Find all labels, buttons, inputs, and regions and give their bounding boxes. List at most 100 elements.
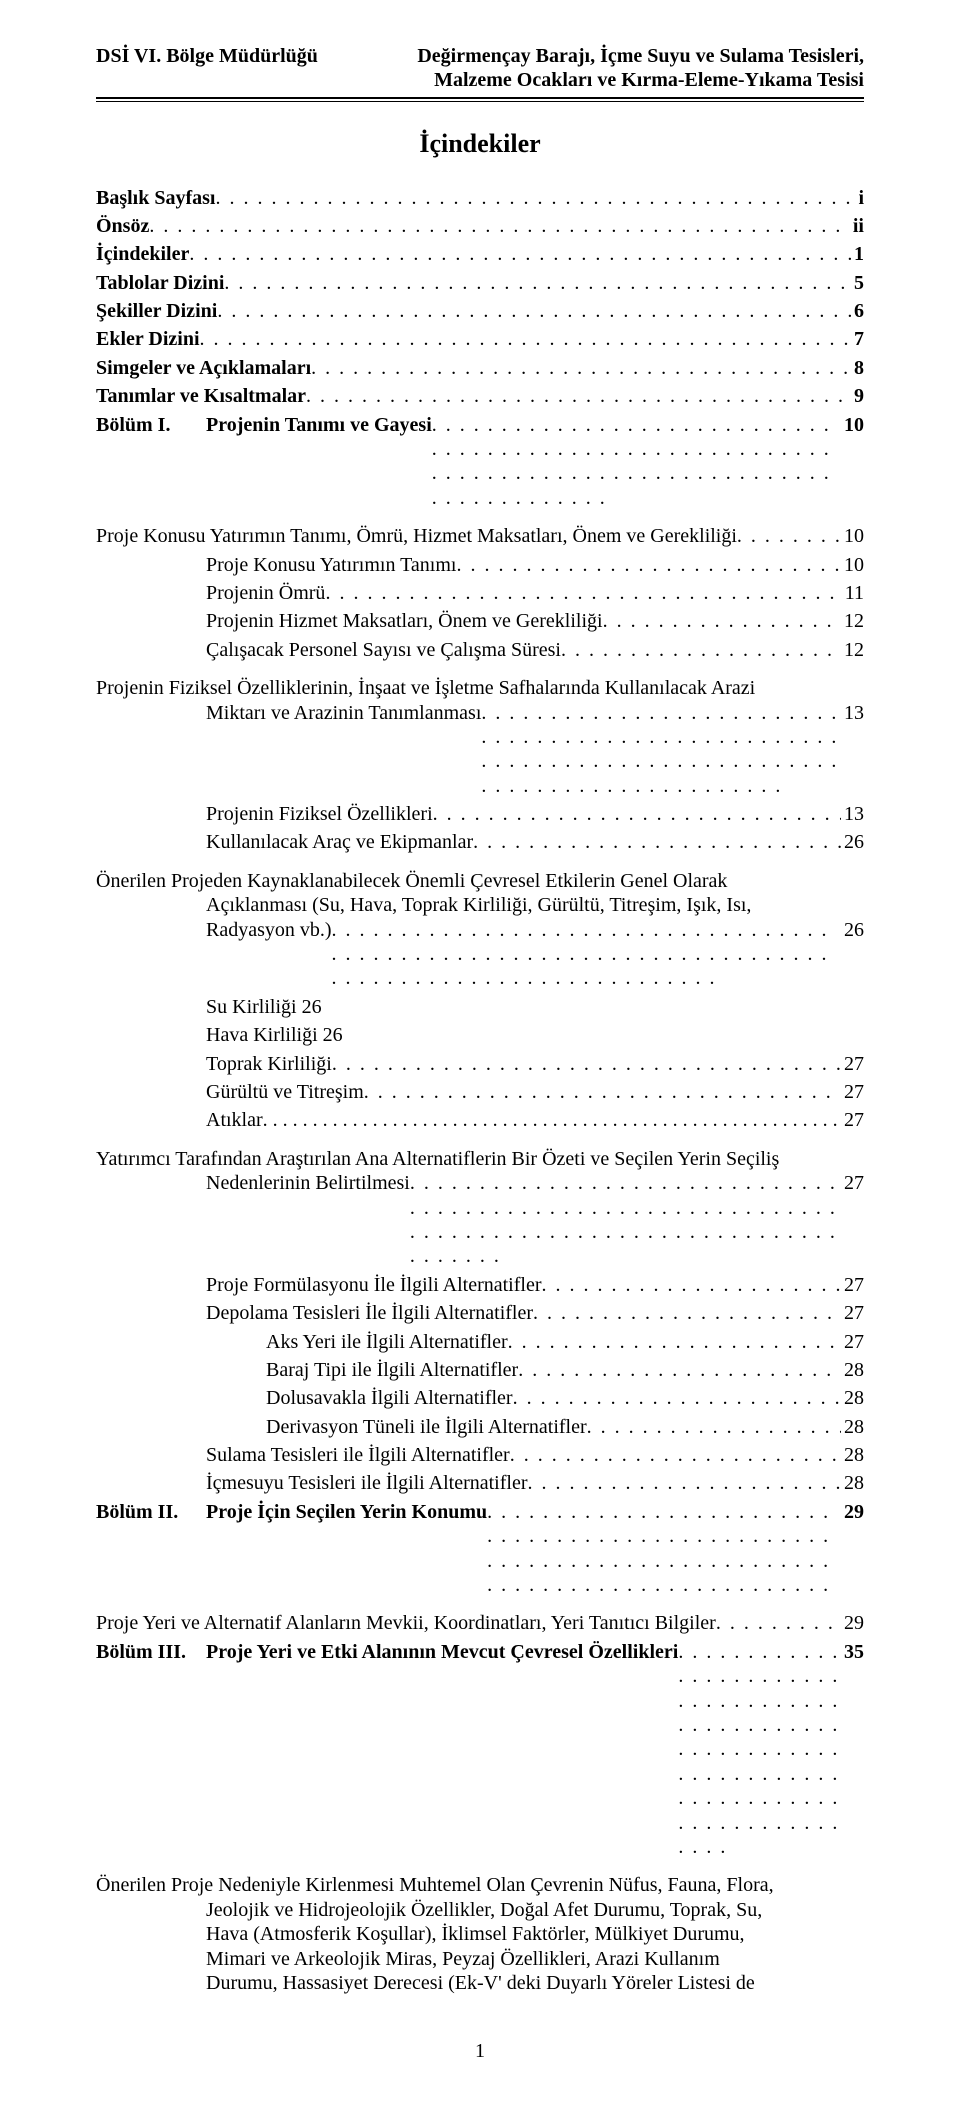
toc-page: 6 xyxy=(851,299,864,323)
toc-leader xyxy=(332,918,841,991)
toc-leader xyxy=(678,1640,841,1860)
toc-label: Proje Konusu Yatırımın Tanımı, Ömrü, Hiz… xyxy=(96,524,737,548)
toc-label: Atıklar xyxy=(206,1108,263,1132)
toc-entry: Ekler Dizini 7 xyxy=(96,327,864,351)
toc-page: 28 xyxy=(841,1471,864,1495)
toc-label: Başlık Sayfası xyxy=(96,186,215,210)
toc-label-line: Hava (Atmosferik Koşullar), İklimsel Fak… xyxy=(96,1922,864,1946)
toc-leader xyxy=(217,299,851,323)
toc-leader xyxy=(200,327,851,351)
toc-entry: Derivasyon Tüneli ile İlgili Alternatifl… xyxy=(96,1415,864,1439)
chapter-title: Proje Yeri ve Etki Alanının Mevcut Çevre… xyxy=(206,1640,678,1664)
toc-label-line: Yatırımcı Tarafından Araştırılan Ana Alt… xyxy=(96,1147,864,1171)
toc-label: Ekler Dizini xyxy=(96,327,200,351)
header-rule-bottom xyxy=(96,101,864,102)
toc-entry-nopage: Su Kirliliği 26 xyxy=(96,995,864,1019)
toc-entry: Başlık Sayfası i xyxy=(96,186,864,210)
toc-page: 12 xyxy=(841,609,864,633)
toc-entry-multiline: Projenin Fiziksel Özelliklerinin, İnşaat… xyxy=(96,676,864,798)
toc-label: Projenin Hizmet Maksatları, Önem ve Gere… xyxy=(206,609,603,633)
toc-label: Kullanılacak Araç ve Ekipmanlar xyxy=(206,830,473,854)
toc-entry: Dolusavakla İlgili Alternatifler 28 xyxy=(96,1386,864,1410)
toc-label-line: Önerilen Projeden Kaynaklanabilecek Önem… xyxy=(96,869,864,893)
chapter-tag: Bölüm I. xyxy=(96,413,206,437)
toc-label: Şekiller Dizini xyxy=(96,299,217,323)
header-right: Değirmençay Barajı, İçme Suyu ve Sulama … xyxy=(417,44,864,93)
toc-leader xyxy=(603,609,841,633)
toc-leader xyxy=(542,1273,842,1297)
toc-page: ii xyxy=(850,214,864,238)
toc-leader xyxy=(224,271,851,295)
toc-leader xyxy=(508,1330,841,1354)
chapter-tag: Bölüm III. xyxy=(96,1640,206,1664)
toc-chapter: Bölüm II. Proje İçin Seçilen Yerin Konum… xyxy=(96,1500,864,1598)
toc-page: 29 xyxy=(841,1611,864,1635)
toc-leader xyxy=(263,1108,841,1132)
toc-page: 29 xyxy=(841,1500,864,1524)
toc-label-line: Radyasyon vb.) 26 xyxy=(96,918,864,991)
toc-page: 28 xyxy=(841,1415,864,1439)
toc-leader xyxy=(473,830,841,854)
toc-entry: İçmesuyu Tesisleri ile İlgili Alternatif… xyxy=(96,1471,864,1495)
toc-page: 9 xyxy=(851,384,864,408)
toc-entry: Simgeler ve Açıklamaları 8 xyxy=(96,356,864,380)
toc-label-line: Mimari ve Arkeolojik Miras, Peyzaj Özell… xyxy=(96,1947,864,1971)
toc-label: Önsöz xyxy=(96,214,149,238)
toc-leader xyxy=(456,553,841,577)
toc-entry: Önsöz ii xyxy=(96,214,864,238)
toc-page: 27 xyxy=(841,1330,864,1354)
toc-page: 35 xyxy=(841,1640,864,1664)
toc-entry: Projenin Hizmet Maksatları, Önem ve Gere… xyxy=(96,609,864,633)
toc-label: Gürültü ve Titreşim xyxy=(206,1080,364,1104)
toc-leader xyxy=(306,384,851,408)
toc-label: Simgeler ve Açıklamaları xyxy=(96,356,311,380)
toc-label-line: Miktarı ve Arazinin Tanımlanması 13 xyxy=(96,701,864,799)
toc-page: 27 xyxy=(841,1171,864,1195)
header-right-line-1: Değirmençay Barajı, İçme Suyu ve Sulama … xyxy=(417,44,864,68)
toc-leader xyxy=(432,413,841,511)
toc-label: Proje Formülasyonu İle İlgili Alternatif… xyxy=(206,1273,542,1297)
toc-leader xyxy=(215,186,855,210)
toc-leader xyxy=(513,1386,841,1410)
toc-label-line: Jeolojik ve Hidrojeolojik Özellikler, Do… xyxy=(96,1898,864,1922)
toc-entry: Çalışacak Personel Sayısı ve Çalışma Sür… xyxy=(96,638,864,662)
toc-leader xyxy=(487,1500,841,1598)
toc-leader xyxy=(433,802,841,826)
toc-leader xyxy=(527,1471,841,1495)
chapter-title: Proje İçin Seçilen Yerin Konumu xyxy=(206,1500,487,1524)
toc-entry: Proje Yeri ve Alternatif Alanların Mevki… xyxy=(96,1611,864,1635)
toc-label: İçmesuyu Tesisleri ile İlgili Alternatif… xyxy=(206,1471,527,1495)
toc-leader xyxy=(518,1358,841,1382)
toc-page: 28 xyxy=(841,1386,864,1410)
toc-label: Aks Yeri ile İlgili Alternatifler xyxy=(266,1330,508,1354)
toc-entry: İçindekiler 1 xyxy=(96,242,864,266)
toc-label-line: Açıklanması (Su, Hava, Toprak Kirliliği,… xyxy=(96,893,864,917)
toc-entry: Şekiller Dizini 6 xyxy=(96,299,864,323)
toc-page: 26 xyxy=(841,830,864,854)
toc-entry: Kullanılacak Araç ve Ekipmanlar 26 xyxy=(96,830,864,854)
toc-entry: Projenin Fiziksel Özellikleri 13 xyxy=(96,802,864,826)
toc-chapter: Bölüm I. Projenin Tanımı ve Gayesi 10 xyxy=(96,413,864,511)
toc-entry: Tanımlar ve Kısaltmalar 9 xyxy=(96,384,864,408)
toc-leader xyxy=(737,524,841,548)
toc-label: Miktarı ve Arazinin Tanımlanması xyxy=(206,701,481,725)
header-rule-top xyxy=(96,97,864,99)
toc-label: Toprak Kirliliği xyxy=(206,1052,332,1076)
toc-entry: Proje Konusu Yatırımın Tanımı, Ömrü, Hiz… xyxy=(96,524,864,548)
toc-page: 13 xyxy=(841,802,864,826)
toc-leader xyxy=(325,581,841,605)
toc-entry-multiline: Önerilen Proje Nedeniyle Kirlenmesi Muht… xyxy=(96,1873,864,1995)
toc-label: Projenin Fiziksel Özellikleri xyxy=(206,802,433,826)
toc-entry-nopage: Hava Kirliliği 26 xyxy=(96,1023,864,1047)
toc-page: 26 xyxy=(841,918,864,942)
toc-label: İçindekiler xyxy=(96,242,189,266)
toc-label: Çalışacak Personel Sayısı ve Çalışma Sür… xyxy=(206,638,561,662)
toc-entry: Sulama Tesisleri ile İlgili Alternatifle… xyxy=(96,1443,864,1467)
toc-entry: Gürültü ve Titreşim 27 xyxy=(96,1080,864,1104)
toc-label: Derivasyon Tüneli ile İlgili Alternatifl… xyxy=(266,1415,587,1439)
toc-page: 1 xyxy=(851,242,864,266)
toc-entry: Proje Konusu Yatırımın Tanımı 10 xyxy=(96,553,864,577)
toc-page: 27 xyxy=(841,1080,864,1104)
toc-entry-multiline: Önerilen Projeden Kaynaklanabilecek Önem… xyxy=(96,869,864,991)
toc-entry: Toprak Kirliliği 27 xyxy=(96,1052,864,1076)
